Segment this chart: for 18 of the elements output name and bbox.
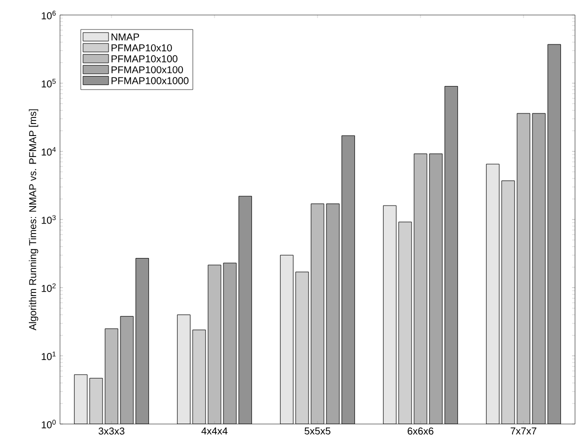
legend-label: PFMAP10x10 <box>112 44 172 52</box>
y-tick-label: 10$^{2}$ <box>42 283 56 292</box>
legend-label: PFMAP100x100 <box>112 66 183 74</box>
legend-label: PFMAP10x100 <box>112 55 178 62</box>
y-axis-title: Algorithm Running Times: NMAP vs. PFMAP [ms] <box>28 109 38 330</box>
y-tick-label: 10$^{5}$ <box>42 78 56 88</box>
x-tick-label: 7x7x7 <box>510 428 536 434</box>
legend-label: PFMAP100x1000 <box>112 77 188 84</box>
y-tick-label: 10$^{6}$ <box>42 10 56 20</box>
x-tick-label: 5x5x5 <box>304 428 330 434</box>
x-tick-label: 4x4x4 <box>201 428 228 434</box>
y-tick-label: 10$^{4}$ <box>42 147 56 156</box>
y-tick-label: 10$^{3}$ <box>42 215 56 224</box>
legend-label: NMAP <box>112 33 140 40</box>
y-tick-label: 10$^{0}$ <box>42 420 56 428</box>
y-tick-label: 10$^{1}$ <box>42 352 56 360</box>
x-tick-label: 3x3x3 <box>98 428 124 435</box>
x-tick-label: 6x6x6 <box>408 428 434 435</box>
